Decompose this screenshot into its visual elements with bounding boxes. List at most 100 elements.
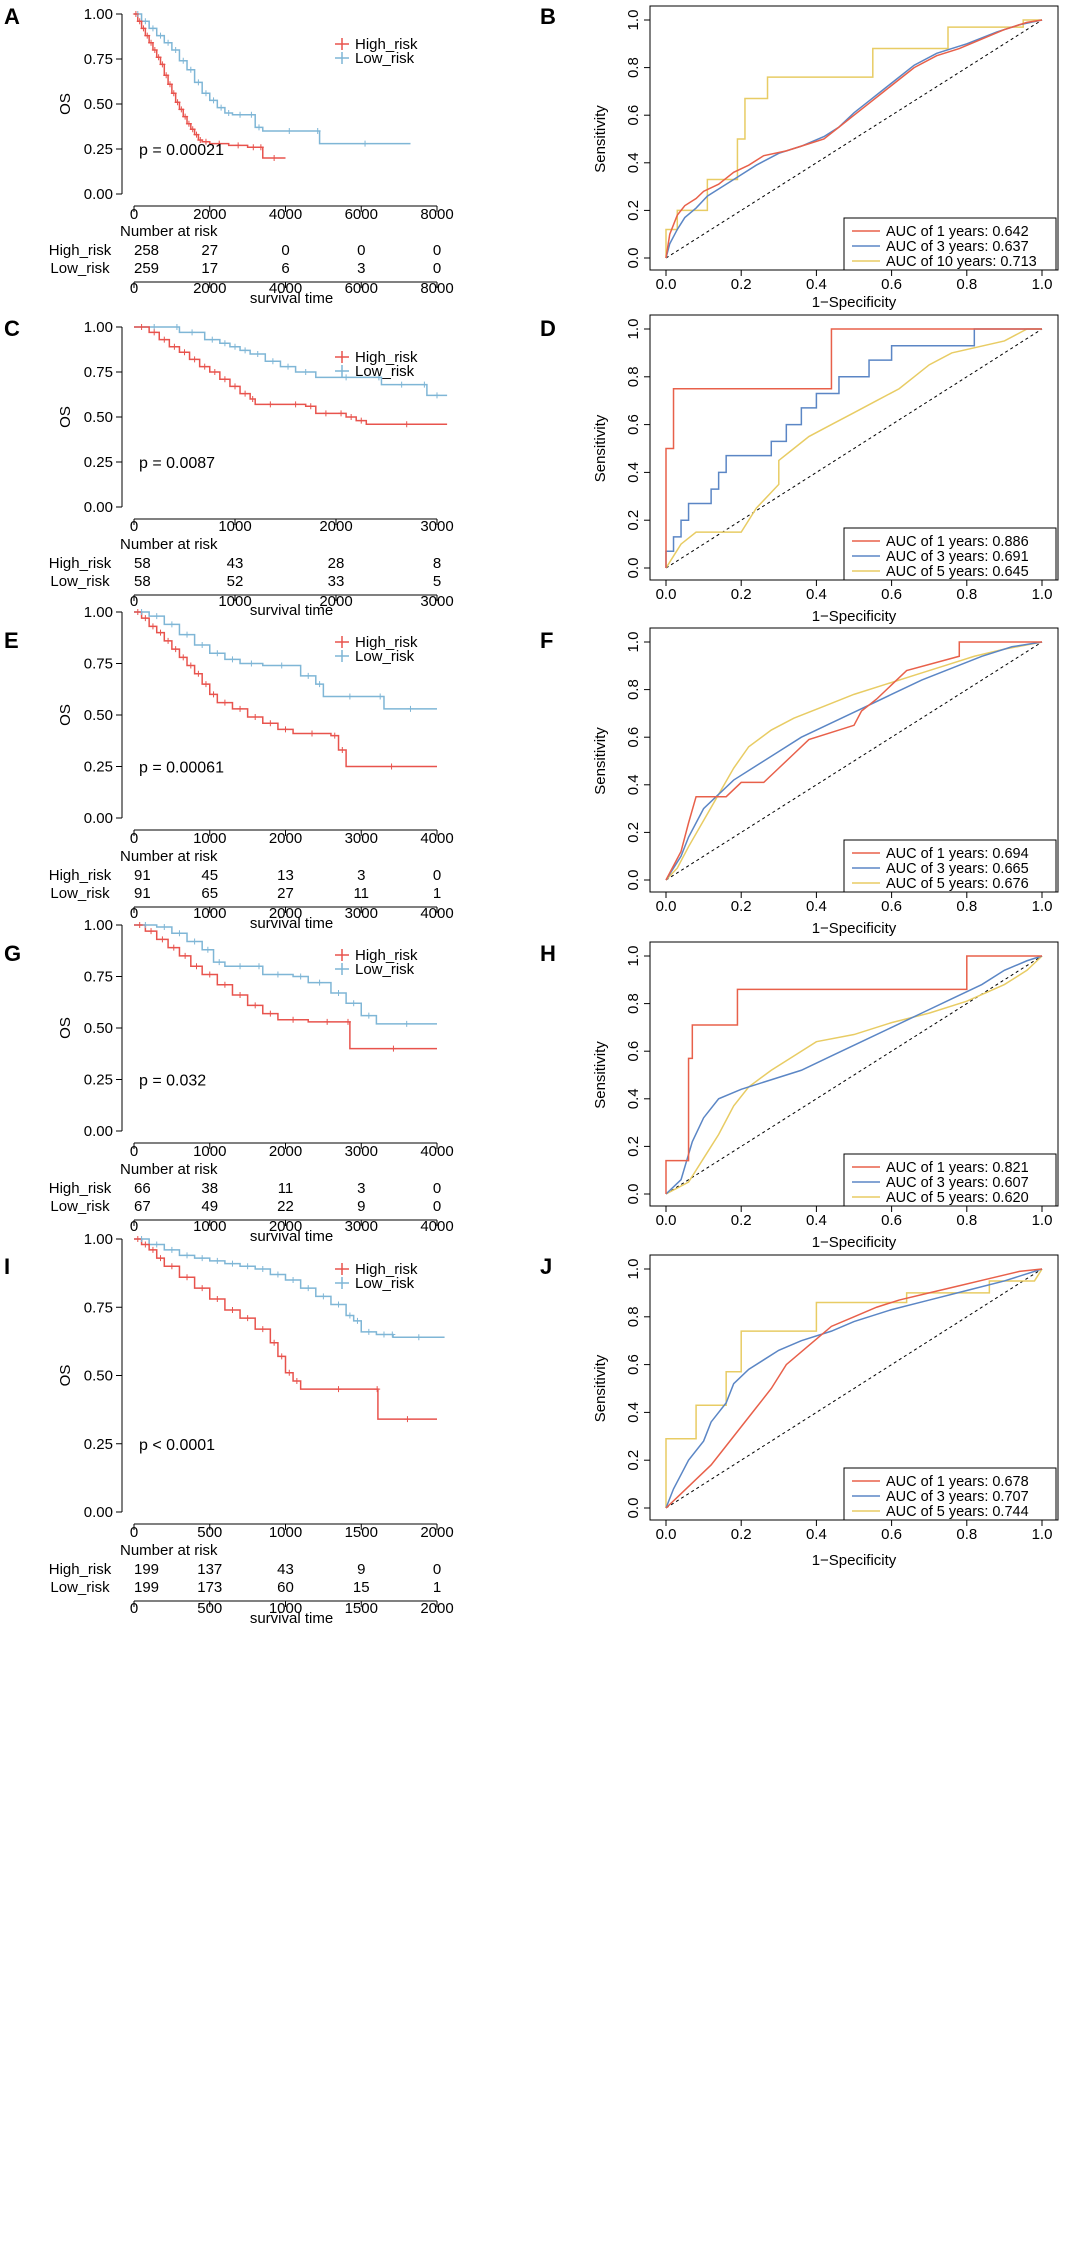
risk-table-tick-label: 4000 [269,280,302,297]
roc-curve-later-years [665,1268,1043,1508]
high-risk-censor-mark [267,401,274,408]
low-risk-censor-mark [165,39,172,46]
high-risk-censor-mark [191,356,198,363]
y-tick-label: 0.75 [84,51,113,68]
legend-high-swatch [335,636,349,648]
panel-letter: H [540,941,556,966]
y-tick-label: 1.0 [625,632,642,653]
x-tick-label: 0.4 [806,276,827,293]
low-risk-censor-mark [173,324,180,330]
low-risk-censor-mark [346,693,353,700]
legend-high-label: High_risk [355,947,418,964]
high-risk-censor-mark [197,137,204,143]
high-risk-censor-mark [165,637,172,644]
risk-count-high: 0 [433,242,441,259]
high-risk-censor-mark [202,681,209,688]
low-risk-censor-mark [149,25,156,32]
low-risk-censor-mark [142,922,149,928]
low-risk-censor-mark [214,650,221,657]
roc-curve-1-year [665,19,1043,259]
risk-count-low: 173 [197,1579,222,1596]
panel-letter: E [4,628,19,653]
y-tick-label: 0.8 [625,1306,642,1327]
reference-diagonal [665,328,1043,569]
risk-table-tick-label: 1000 [218,593,251,610]
low-risk-censor-mark [202,90,209,97]
x-tick-label: 2000 [420,1524,453,1541]
risk-count-low: 15 [353,1579,370,1596]
roc-curve-3-years [665,1268,1043,1509]
x-tick-label: 8000 [420,206,453,223]
low-risk-censor-mark [195,79,202,86]
high-risk-censor-mark [149,623,156,630]
risk-count-high: 9 [357,1561,365,1578]
legend-low-label: Low_risk [355,50,415,67]
high-risk-censor-mark [201,363,208,370]
high-risk-censor-mark [250,144,257,151]
risk-count-low: 60 [277,1579,294,1596]
low-risk-censor-mark [365,1328,372,1335]
x-axis-label: 1−Specificity [812,608,897,625]
high-risk-censor-mark [182,113,189,120]
high-risk-censor-mark [138,324,145,330]
high-risk-censor-mark [259,1326,266,1333]
risk-count-high: 66 [134,1180,151,1197]
x-tick-label: 1000 [218,518,251,535]
risk-count-low: 22 [277,1198,294,1215]
legend-low-label: Low_risk [355,1275,415,1292]
auc-legend-label: AUC of 3 years: 0.637 [886,239,1029,255]
risk-count-low: 52 [227,573,244,590]
y-tick-label: 0.0 [625,248,642,269]
low-risk-censor-mark [335,1301,342,1308]
y-axis-label: OS [57,406,74,428]
high-risk-censor-mark [307,403,314,410]
low-risk-censor-mark [153,1241,160,1248]
high-risk-censor-mark [149,1246,156,1253]
high-risk-censor-mark [206,971,213,978]
x-tick-label: 3000 [420,518,453,535]
risk-table-tick-label: 2000 [269,905,302,922]
high-risk-censor-mark [170,90,177,97]
risk-count-high: 3 [357,867,365,884]
legend-high-swatch [335,351,349,363]
x-axis-label: survival time [250,290,333,307]
risk-count-high: 28 [328,555,345,572]
risk-table-tick-label: 8000 [420,280,453,297]
auc-legend-label: AUC of 5 years: 0.676 [886,876,1029,892]
x-tick-label: 0.2 [731,898,752,915]
x-tick-label: 0.2 [731,1526,752,1543]
y-tick-label: 0.75 [84,656,113,673]
risk-row-label-high: High_risk [49,555,112,572]
risk-table-title: Number at risk [120,1161,218,1178]
x-tick-label: 4000 [420,830,453,847]
x-tick-label: 2000 [319,518,352,535]
high-risk-censor-mark [193,131,200,138]
high-risk-censor-mark [184,1274,191,1281]
y-tick-label: 0.2 [625,200,642,221]
low-risk-censor-mark [255,963,262,970]
low-risk-censor-mark [237,963,244,970]
low-risk-censor-mark [290,1276,297,1283]
y-tick-label: 0.4 [625,1088,642,1109]
legend-high-label: High_risk [355,634,418,651]
high-risk-censor-mark [221,376,228,383]
low-risk-censor-mark [305,672,312,679]
roc-panel-b: B 0.0 0.0 0.2 0.2 0.4 0.4 0.6 0.6 0.8 0.8 1.0 1.0 1−S… [540,4,1059,311]
y-tick-label: 0.25 [84,759,113,776]
risk-count-high: 0 [433,1180,441,1197]
low-risk-censor-mark [335,989,342,996]
x-tick-label: 500 [197,1524,222,1541]
risk-table-tick-label: 3000 [345,1218,378,1235]
risk-count-high: 43 [227,555,244,572]
low-risk-censor-mark [415,1334,422,1341]
risk-table-tick-label: 0 [130,1218,138,1235]
y-axis-label: Sensitivity [592,105,609,173]
risk-count-high: 11 [278,1180,294,1197]
low-risk-censor-mark [320,1293,327,1300]
high-risk-censor-mark [202,138,209,145]
legend-low-label: Low_risk [355,648,415,665]
low-risk-censor-mark [232,343,238,350]
low-risk-censor-mark [274,1271,281,1278]
